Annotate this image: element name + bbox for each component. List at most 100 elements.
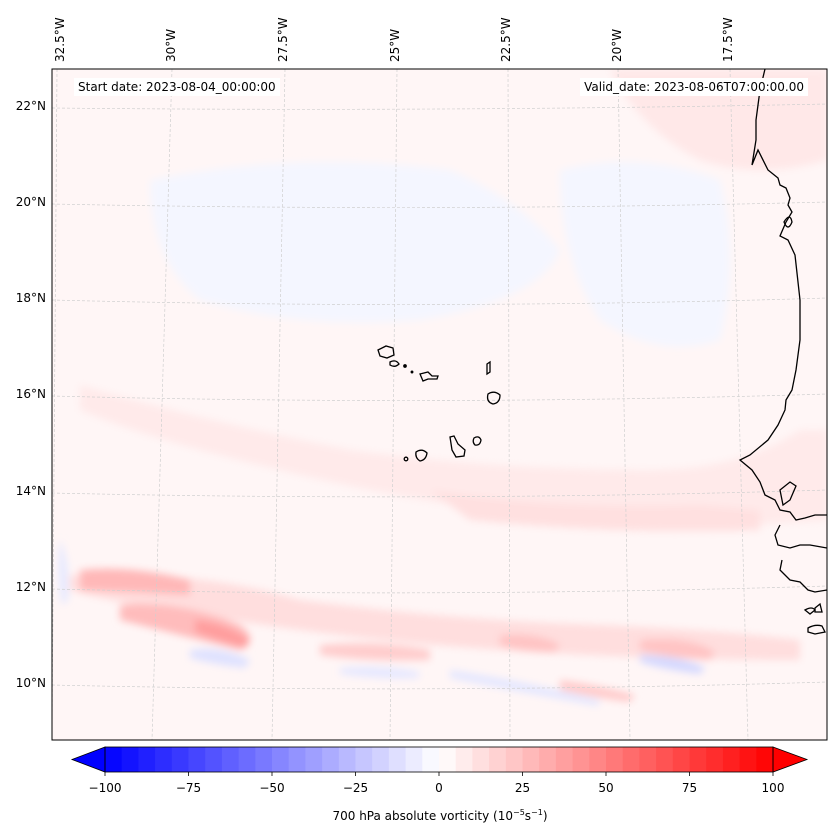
colorbar-segment bbox=[171, 747, 190, 772]
colorbar-segment bbox=[338, 747, 357, 772]
africa-coastline bbox=[738, 69, 827, 521]
colorbar-extend-min-arrow bbox=[70, 746, 106, 773]
lat-tick-label: 10°N bbox=[15, 676, 46, 690]
lon-tick-label: 20°W bbox=[610, 28, 624, 62]
positive-vorticity-cell bbox=[320, 643, 430, 661]
positive-vorticity-band bbox=[430, 490, 760, 532]
colorbar-segment bbox=[739, 747, 757, 772]
colorbar-segment bbox=[756, 747, 774, 772]
colorbar-segment bbox=[388, 747, 407, 772]
colorbar-tick-label: 25 bbox=[514, 781, 531, 795]
colorbar-segment bbox=[439, 747, 457, 772]
vorticity-maximum-core bbox=[195, 620, 250, 648]
colorbar-segment bbox=[422, 747, 440, 772]
colorbar-segment bbox=[105, 747, 123, 772]
colorbar-segment bbox=[639, 747, 657, 772]
island-brava bbox=[403, 456, 409, 462]
positive-vorticity-band bbox=[70, 574, 800, 660]
lon-tick-label: 32.5°W bbox=[53, 17, 67, 62]
negative-vorticity-cell bbox=[340, 666, 420, 679]
island-santo-antao bbox=[377, 345, 395, 359]
positive-vorticity-cell bbox=[500, 634, 560, 652]
lat-tick-label: 14°N bbox=[15, 484, 46, 498]
island-santa-luzia bbox=[403, 364, 407, 368]
colorbar-segment bbox=[489, 747, 507, 772]
lon-tick-label: 22.5°W bbox=[499, 17, 513, 62]
lat-tick-label: 22°N bbox=[15, 99, 46, 113]
island-sao-nicolau bbox=[419, 371, 439, 382]
colorbar-segment bbox=[255, 747, 273, 772]
negative-vorticity-cell bbox=[58, 540, 69, 605]
island-fogo bbox=[415, 449, 428, 462]
colorbar-segment bbox=[706, 747, 724, 772]
colorbar-segment bbox=[205, 747, 223, 772]
colorbar-segment bbox=[722, 747, 741, 772]
colorbar-segment bbox=[322, 747, 340, 772]
start-date-label: Start date: 2023-08-04_00:00:00 bbox=[74, 78, 280, 96]
colorbar-segment bbox=[505, 747, 524, 772]
colorbar-segment bbox=[155, 747, 173, 772]
map-frame bbox=[51, 68, 828, 741]
colorbar-segment bbox=[672, 747, 691, 772]
vorticity-maximum-north bbox=[80, 568, 190, 595]
island-islet bbox=[410, 370, 414, 374]
lat-tick-label: 12°N bbox=[15, 580, 46, 594]
colorbar-segment bbox=[272, 747, 290, 772]
colorbar-tick-label: 0 bbox=[435, 781, 443, 795]
lon-tick-label: 25°W bbox=[388, 28, 402, 62]
colorbar-label-text: 700 hPa absolute vorticity (10 bbox=[332, 809, 513, 823]
colorbar-segment bbox=[288, 747, 306, 772]
negative-vorticity-region bbox=[150, 162, 560, 323]
coastal-islet bbox=[783, 216, 793, 228]
colorbar-segment bbox=[305, 747, 323, 772]
colorbar-extend-max-arrow bbox=[772, 746, 809, 773]
coastal-inlet bbox=[779, 481, 797, 507]
colorbar-segment bbox=[221, 747, 240, 772]
colorbar-segment bbox=[622, 747, 640, 772]
valid-date-label: Valid_date: 2023-08-06T07:00:00.00 bbox=[580, 78, 808, 96]
island-santiago bbox=[449, 435, 466, 458]
colorbar-tick-label: −75 bbox=[175, 781, 202, 795]
map-plot-area bbox=[52, 69, 827, 740]
colorbar-segment bbox=[405, 747, 423, 772]
colorbar-segment bbox=[555, 747, 574, 772]
colorbar-tick-label: 100 bbox=[761, 781, 785, 795]
colorbar-tick-label: −25 bbox=[342, 781, 369, 795]
colorbar-segment bbox=[121, 747, 139, 772]
colorbar-segment bbox=[522, 747, 540, 772]
vorticity-minimum-east bbox=[640, 655, 705, 674]
island-boa-vista bbox=[486, 391, 501, 405]
positive-vorticity-cell bbox=[640, 638, 715, 660]
lat-tick-label: 18°N bbox=[15, 291, 46, 305]
island-sao-vicente bbox=[389, 360, 400, 367]
coastline bbox=[377, 69, 827, 635]
colorbar-label-exponent: −5 bbox=[512, 808, 525, 817]
colorbar-segment bbox=[138, 747, 156, 772]
bissagos-island bbox=[807, 624, 826, 635]
colorbar-label-exponent: −1 bbox=[531, 808, 543, 817]
colorbar-segment bbox=[472, 747, 490, 772]
lon-tick-label: 27.5°W bbox=[276, 17, 290, 62]
colorbar-segment bbox=[188, 747, 206, 772]
lon-tick-label: 17.5°W bbox=[721, 17, 735, 62]
island-maio bbox=[472, 436, 482, 446]
vorticity-field bbox=[58, 69, 827, 706]
colorbar-segment bbox=[238, 747, 256, 772]
positive-vorticity-cell bbox=[560, 680, 635, 702]
colorbar-tick-label: 75 bbox=[681, 781, 698, 795]
colorbar-segment bbox=[372, 747, 390, 772]
colorbar-label: 700 hPa absolute vorticity (10−5s−1) bbox=[332, 808, 547, 823]
graticule bbox=[52, 69, 827, 740]
colorbar-label-unit: s bbox=[524, 809, 532, 823]
colorbar-segment bbox=[656, 747, 674, 772]
island-sal bbox=[486, 360, 491, 376]
negative-vorticity-region bbox=[560, 162, 730, 347]
colorbar-segment bbox=[589, 747, 607, 772]
lat-tick-label: 16°N bbox=[15, 387, 46, 401]
lat-tick-label: 20°N bbox=[15, 195, 46, 209]
colorbar-segment bbox=[455, 747, 473, 772]
positive-vorticity-band bbox=[80, 385, 827, 525]
colorbar bbox=[70, 746, 809, 776]
bissagos-island bbox=[814, 602, 823, 613]
